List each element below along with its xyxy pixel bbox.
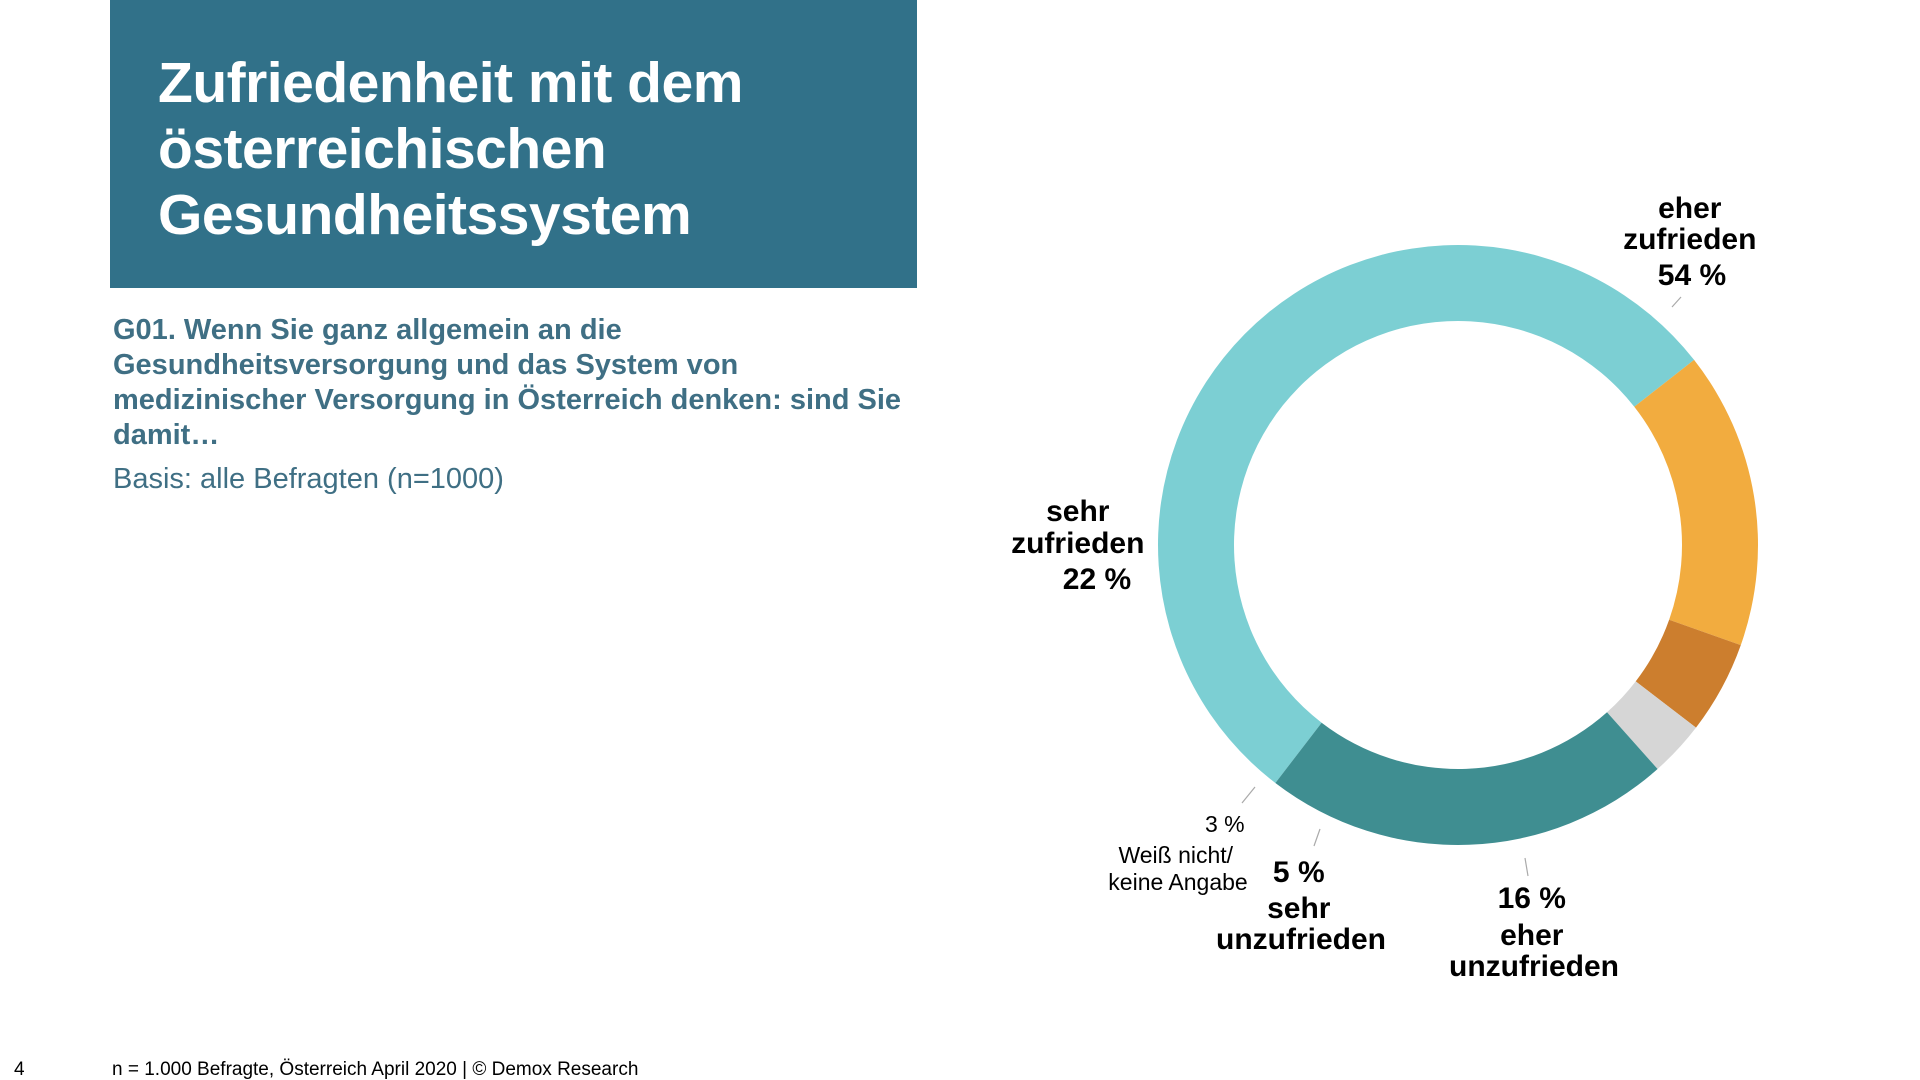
label-eher-unzufrieden-line1: eher <box>1500 919 1564 952</box>
label-sehr-unzufrieden: 5 % sehr unzufrieden <box>1216 856 1386 956</box>
slice-sehr-unzufrieden <box>1635 619 1741 728</box>
label-sehr-unzufrieden-value: 5 % <box>1273 856 1325 889</box>
basis-text: Basis: alle Befragten (n=1000) <box>113 463 504 495</box>
label-eher-unzufrieden: 16 % eher unzufrieden <box>1449 882 1619 983</box>
label-sehr-zufrieden-line2: zufrieden <box>1011 527 1144 560</box>
slice-eher-unzufrieden <box>1634 359 1759 646</box>
question-text: G01. Wenn Sie ganz allgemein an die Gesu… <box>113 314 902 451</box>
label-eher-zufrieden-line1: eher <box>1658 192 1722 225</box>
source-note: n = 1.000 Befragte, Österreich April 202… <box>112 1059 639 1080</box>
label-sehr-zufrieden-value: 22 % <box>1063 563 1131 596</box>
label-weiss-nicht-line1: Weiß nicht/ <box>1118 842 1233 868</box>
leader-line-sehr-unzufrieden <box>1313 828 1321 847</box>
label-sehr-zufrieden-line1: sehr <box>1046 495 1110 528</box>
label-eher-zufrieden-value: 54 % <box>1658 259 1726 292</box>
title-box: Zufriedenheit mit dem österreichischen G… <box>110 0 917 288</box>
label-eher-unzufrieden-value: 16 % <box>1498 882 1566 915</box>
label-sehr-zufrieden: sehr zufrieden 22 % <box>1011 495 1149 596</box>
slice-eher-zufrieden <box>1158 245 1695 784</box>
label-weiss-nicht-value: 3 % <box>1205 811 1245 837</box>
label-sehr-unzufrieden-line1: sehr <box>1267 892 1331 925</box>
donut-slices <box>1158 245 1759 845</box>
label-weiss-nicht-line2: keine Angabe <box>1108 869 1247 895</box>
label-eher-zufrieden-line2: zufrieden <box>1623 223 1756 256</box>
page-number: 4 <box>14 1059 25 1080</box>
label-eher-zufrieden: eher zufrieden 54 % <box>1623 192 1761 292</box>
leader-line-eher-zufrieden <box>1671 296 1682 308</box>
leader-line-eher-unzufrieden <box>1524 857 1529 877</box>
leader-line-weiss-nicht <box>1241 786 1256 804</box>
slice-sehr-zufrieden <box>1275 712 1658 845</box>
page-title: Zufriedenheit mit dem österreichischen G… <box>158 51 743 247</box>
label-eher-unzufrieden-line2: unzufrieden <box>1449 950 1619 983</box>
label-sehr-unzufrieden-line2: unzufrieden <box>1216 923 1386 956</box>
slice-weiß-nicht-keine-angabe <box>1607 681 1697 769</box>
label-weiss-nicht: 3 % Weiß nicht/ keine Angabe <box>1108 811 1249 895</box>
